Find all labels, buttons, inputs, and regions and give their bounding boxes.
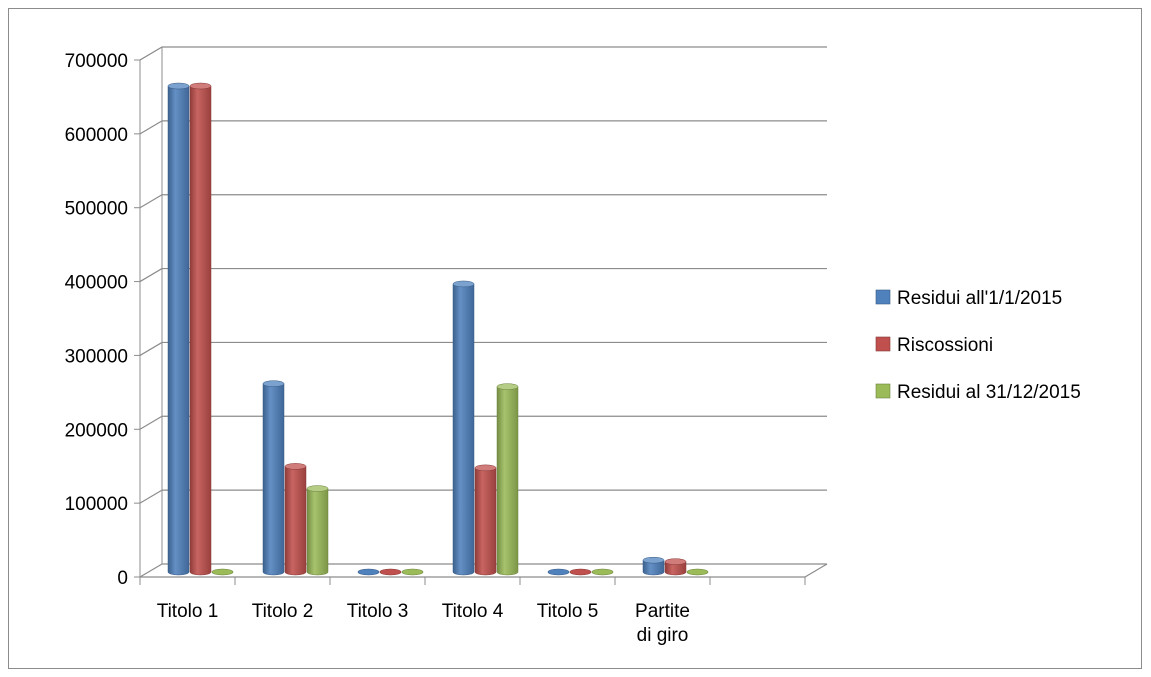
legend-swatch	[875, 289, 891, 305]
bar	[306, 485, 329, 576]
bar	[284, 463, 307, 576]
legend-item: Riscossioni	[875, 335, 993, 356]
gridline-side	[139, 194, 163, 209]
y-tick-label: 300000	[65, 346, 128, 367]
gridline-side	[139, 341, 163, 356]
y-tick-label: 0	[117, 568, 128, 589]
x-axis-category-labels: Titolo 1 Titolo 2 Titolo 3 Titolo 4 Titolo 5…	[157, 601, 690, 646]
legend-label: Residui al 31/12/2015	[897, 382, 1081, 403]
y-tick-label: 500000	[65, 199, 128, 220]
bar	[379, 568, 402, 576]
bar	[401, 568, 424, 576]
gridline-side	[139, 489, 163, 504]
chart-walls	[139, 46, 828, 585]
y-tick-label: 100000	[65, 494, 128, 515]
gridline-side	[139, 563, 163, 578]
bar	[686, 568, 709, 576]
y-tick-label: 400000	[65, 273, 128, 294]
x-tick-label: Partite di giro	[635, 601, 690, 646]
legend-label: Riscossioni	[897, 335, 993, 356]
x-tick-label: Titolo 2	[252, 601, 314, 622]
legend-swatch	[875, 336, 891, 352]
legend: Residui all'1/1/2015 Riscossioni Residui a…	[875, 288, 1081, 403]
bar	[167, 82, 190, 576]
bars	[167, 82, 709, 576]
x-tick-label: Titolo 5	[537, 601, 599, 622]
x-tick-label: Titolo 4	[442, 601, 504, 622]
bar	[357, 568, 380, 576]
bar	[547, 568, 570, 576]
bar	[189, 82, 212, 576]
bar	[452, 280, 475, 576]
y-tick-label: 200000	[65, 420, 128, 441]
legend-label: Residui all'1/1/2015	[897, 288, 1062, 309]
y-tick-label: 700000	[65, 51, 128, 72]
legend-item: Residui all'1/1/2015	[875, 288, 1062, 309]
legend-swatch	[875, 383, 891, 399]
y-axis-tick-labels: 0 100000 200000 300000 400000 500000 600000 700…	[65, 51, 128, 589]
gridline-side	[139, 268, 163, 283]
x-tick-label: Titolo 3	[347, 601, 409, 622]
x-tick-label: Titolo 1	[157, 601, 219, 622]
bar	[211, 568, 234, 576]
y-tick-label: 600000	[65, 125, 128, 146]
bar	[664, 558, 687, 576]
bar	[642, 556, 665, 576]
bar	[591, 568, 614, 576]
floor-edge	[804, 563, 828, 578]
bar	[496, 383, 519, 576]
legend-item: Residui al 31/12/2015	[875, 382, 1081, 403]
gridline-side	[139, 46, 163, 61]
bar	[474, 464, 497, 576]
bar	[262, 380, 285, 576]
bar	[569, 568, 592, 576]
gridline-side	[139, 120, 163, 135]
gridline-side	[139, 415, 163, 430]
